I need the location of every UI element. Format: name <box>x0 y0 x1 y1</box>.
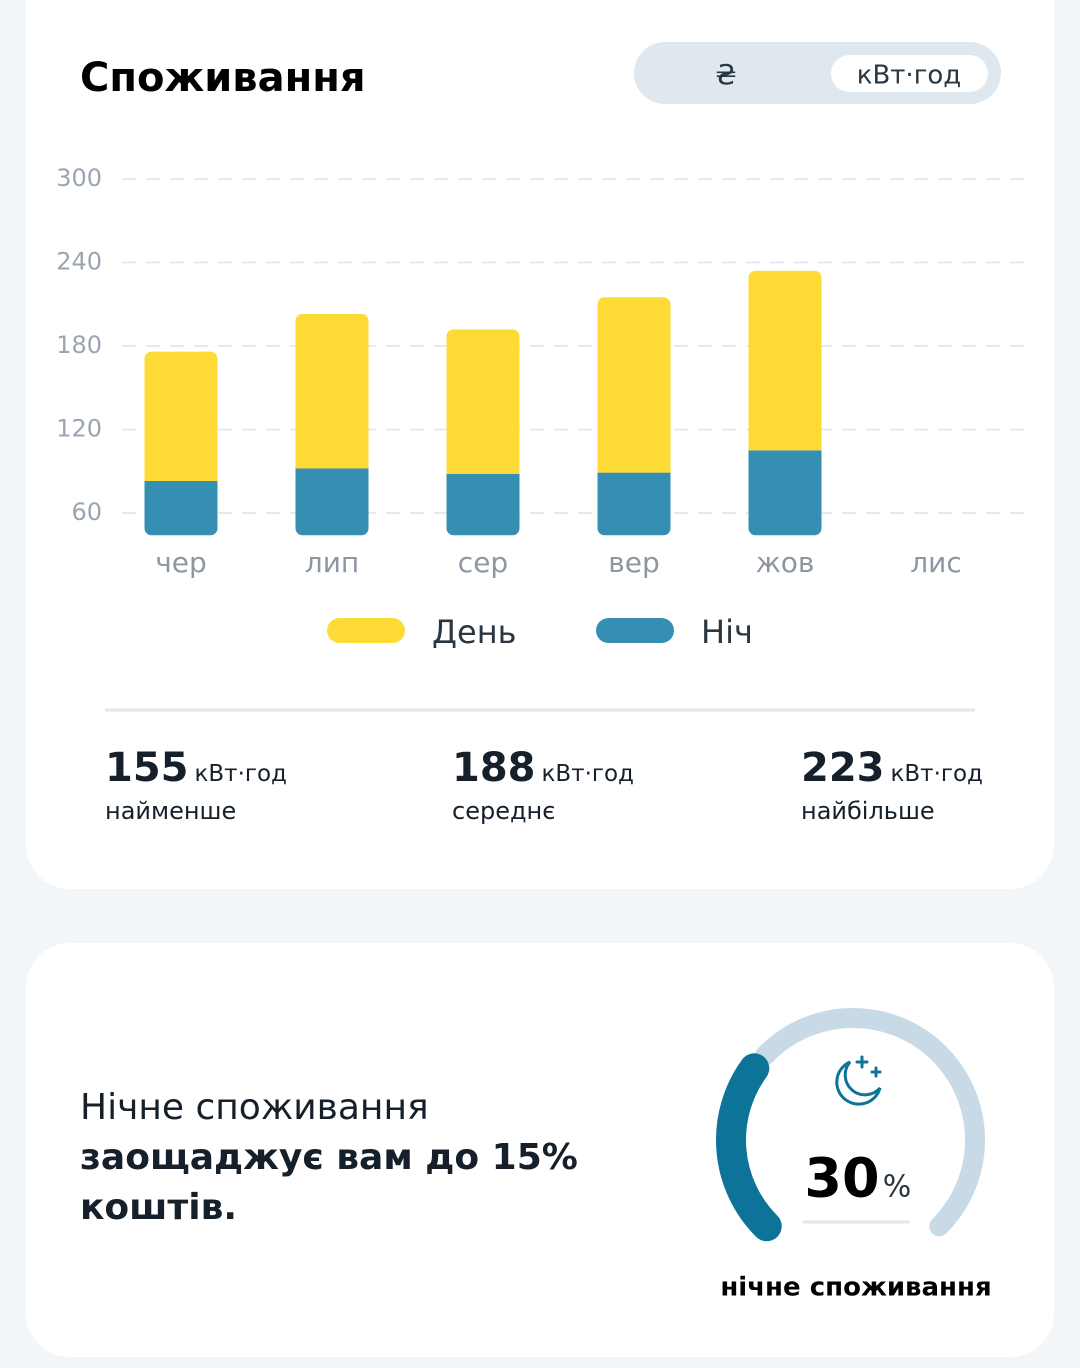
bar-segment <box>446 329 520 475</box>
bar-segment <box>295 314 369 469</box>
savings-line: Нічне споживання <box>80 1087 429 1128</box>
title: Споживання <box>80 55 366 101</box>
toggle-active[interactable] <box>831 55 988 92</box>
savings-text: Нічне споживання заощаджує вам до 15% ко… <box>80 1083 578 1233</box>
stat-label: середнє <box>452 797 556 825</box>
stat-unit: кВт·год <box>890 761 983 787</box>
legend-swatch <box>327 618 405 643</box>
x-tick-label: чер <box>155 546 207 579</box>
bar-segment <box>144 481 218 536</box>
y-tick-label: 120 <box>56 415 102 443</box>
stat-avg: 188 кВт·год середнє <box>452 745 634 825</box>
gauge-label: нічне споживання <box>720 1273 991 1303</box>
bar-segment <box>748 270 822 451</box>
bar-segment <box>446 474 520 536</box>
x-tick-label: лип <box>305 546 359 579</box>
savings-line: коштів. <box>80 1187 238 1228</box>
x-tick-label: сер <box>458 546 508 579</box>
stat-value: 155 <box>105 745 189 791</box>
toggle-currency[interactable]: ₴ <box>715 58 737 91</box>
x-tick-label: жов <box>756 546 815 579</box>
stat-value: 188 <box>452 745 536 791</box>
stat-unit: кВт·год <box>541 761 634 787</box>
y-tick-label: 300 <box>56 164 102 192</box>
legend-label: Ніч <box>701 613 753 651</box>
bar-segment <box>597 297 671 473</box>
gauge-value: 30 <box>804 1147 879 1210</box>
bar-segment <box>144 351 218 482</box>
legend-label: День <box>432 613 516 651</box>
x-tick-label: лис <box>910 546 962 579</box>
bar-segment <box>597 472 671 536</box>
stat-unit: кВт·год <box>194 761 287 787</box>
bar-segment <box>748 450 822 536</box>
y-tick-label: 60 <box>71 498 102 526</box>
stat-max: 223 кВт·год найбільше <box>801 745 983 825</box>
stat-label: найбільше <box>801 797 935 825</box>
x-tick-label: вер <box>608 546 660 579</box>
savings-line: заощаджує вам до 15% <box>80 1137 578 1178</box>
moon-icon <box>835 1055 882 1106</box>
stat-value: 223 <box>801 745 885 791</box>
gauge-unit: % <box>883 1170 912 1205</box>
gauge-track <box>755 1008 985 1237</box>
toggle-kwh[interactable]: кВт·год <box>857 61 962 91</box>
bar-segment <box>295 468 369 536</box>
y-tick-label: 240 <box>56 248 102 276</box>
stat-label: найменше <box>105 797 237 825</box>
gauge-arc <box>716 1053 782 1242</box>
stat-min: 155 кВт·год найменше <box>105 745 287 825</box>
y-tick-label: 180 <box>56 331 102 359</box>
legend-swatch <box>596 618 674 643</box>
